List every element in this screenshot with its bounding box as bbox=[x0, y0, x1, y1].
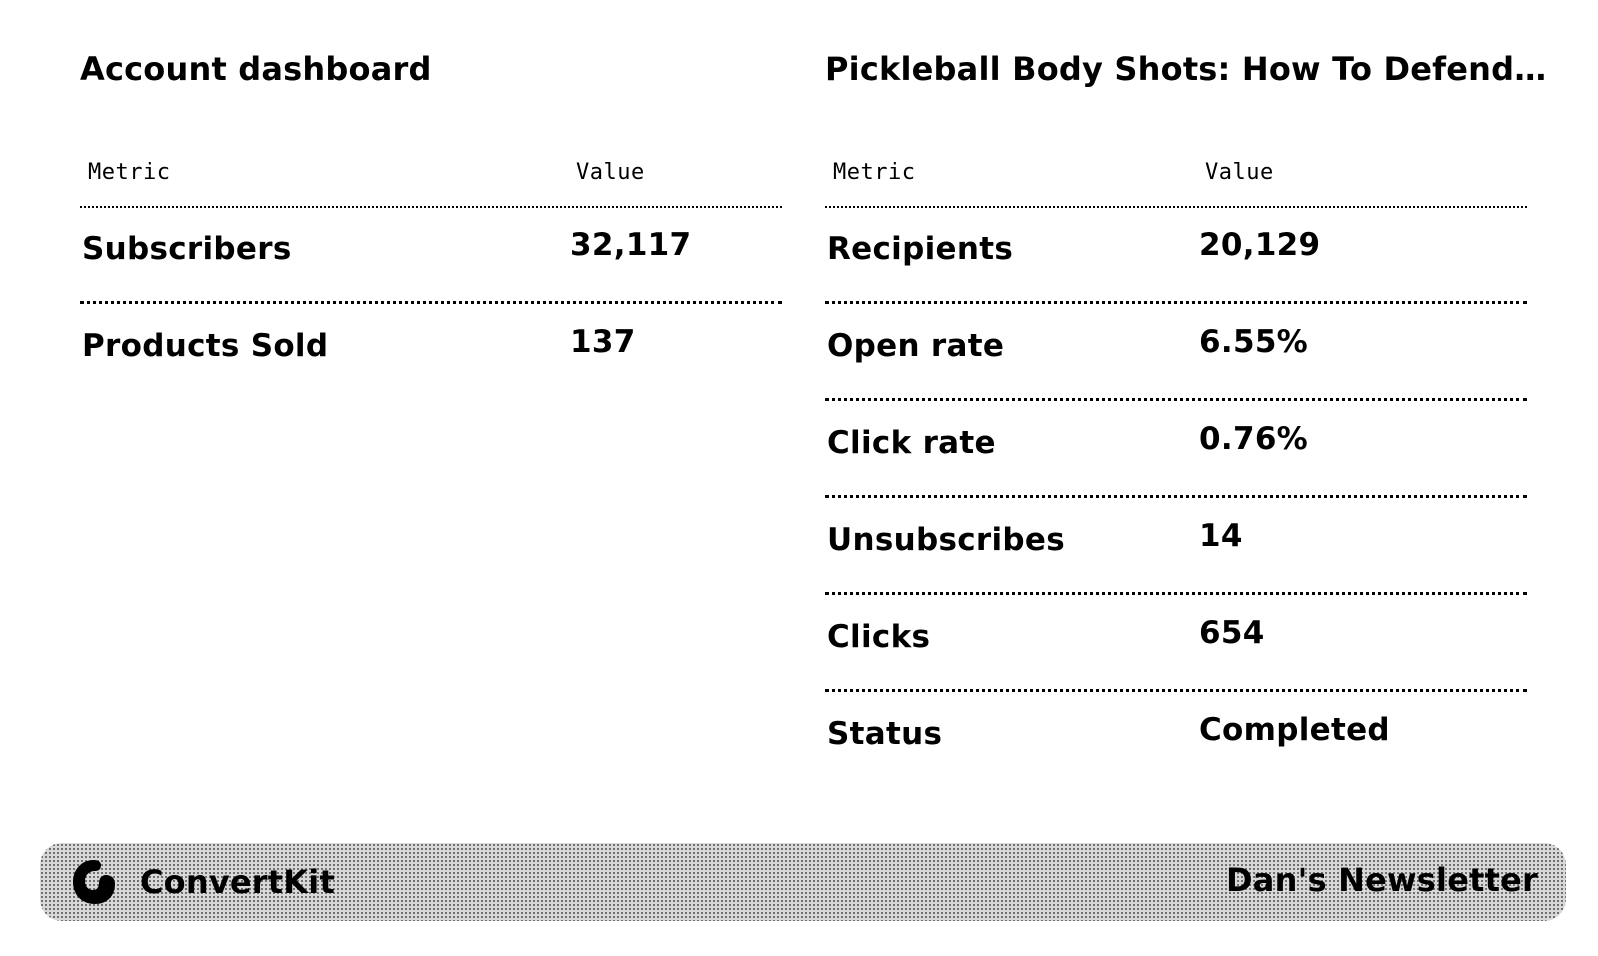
row-divider bbox=[825, 301, 1527, 304]
broadcast-value-column-header: Value bbox=[1205, 160, 1274, 185]
metric-value: 6.55% bbox=[1199, 324, 1309, 360]
broadcast-row-open-rate: Open rate 6.55% bbox=[825, 304, 1527, 401]
broadcast-row-recipients: Recipients 20,129 bbox=[825, 207, 1527, 304]
account-value-column-header: Value bbox=[576, 160, 645, 185]
metric-value: 14 bbox=[1199, 518, 1243, 554]
broadcast-row-clicks: Clicks 654 bbox=[825, 595, 1527, 692]
metric-label: Subscribers bbox=[82, 231, 292, 267]
metric-label: Click rate bbox=[827, 425, 996, 461]
metric-label: Unsubscribes bbox=[827, 522, 1065, 558]
row-divider bbox=[80, 301, 782, 304]
footer-bar: ConvertKit Dan's Newsletter bbox=[40, 843, 1566, 921]
broadcast-metric-column-header: Metric bbox=[833, 160, 916, 185]
metric-value: 137 bbox=[570, 324, 636, 360]
account-dashboard-panel: Account dashboard Metric Value Subscribe… bbox=[80, 0, 782, 420]
row-divider bbox=[825, 398, 1527, 401]
newsletter-name: Dan's Newsletter bbox=[1226, 861, 1538, 899]
convertkit-logo-icon bbox=[73, 860, 115, 904]
row-divider bbox=[825, 592, 1527, 595]
broadcast-header-divider bbox=[825, 206, 1527, 208]
metric-value: 20,129 bbox=[1199, 227, 1321, 263]
broadcast-title: Pickleball Body Shots: How To Defend… bbox=[825, 50, 1547, 88]
account-header-divider bbox=[80, 206, 782, 208]
metric-label: Status bbox=[827, 716, 943, 752]
metric-value: 0.76% bbox=[1199, 421, 1309, 457]
brand-name: ConvertKit bbox=[140, 863, 335, 901]
status-value: Completed bbox=[1199, 712, 1390, 748]
metric-label: Products Sold bbox=[82, 328, 329, 364]
brand: ConvertKit bbox=[68, 855, 335, 909]
account-row-subscribers: Subscribers 32,117 bbox=[80, 207, 782, 304]
metric-label: Recipients bbox=[827, 231, 1014, 267]
broadcast-row-click-rate: Click rate 0.76% bbox=[825, 401, 1527, 498]
account-metric-column-header: Metric bbox=[88, 160, 171, 185]
row-divider bbox=[825, 689, 1527, 692]
account-row-products-sold: Products Sold 137 bbox=[80, 304, 782, 401]
broadcast-stats-panel: Pickleball Body Shots: How To Defend… Me… bbox=[825, 0, 1546, 790]
metric-label: Open rate bbox=[827, 328, 1005, 364]
metric-value: 654 bbox=[1199, 615, 1265, 651]
metric-label: Clicks bbox=[827, 619, 931, 655]
broadcast-row-status: Status Completed bbox=[825, 692, 1527, 789]
broadcast-row-unsubscribes: Unsubscribes 14 bbox=[825, 498, 1527, 595]
row-divider bbox=[825, 495, 1527, 498]
metric-value: 32,117 bbox=[570, 227, 692, 263]
account-dashboard-title: Account dashboard bbox=[80, 50, 432, 88]
